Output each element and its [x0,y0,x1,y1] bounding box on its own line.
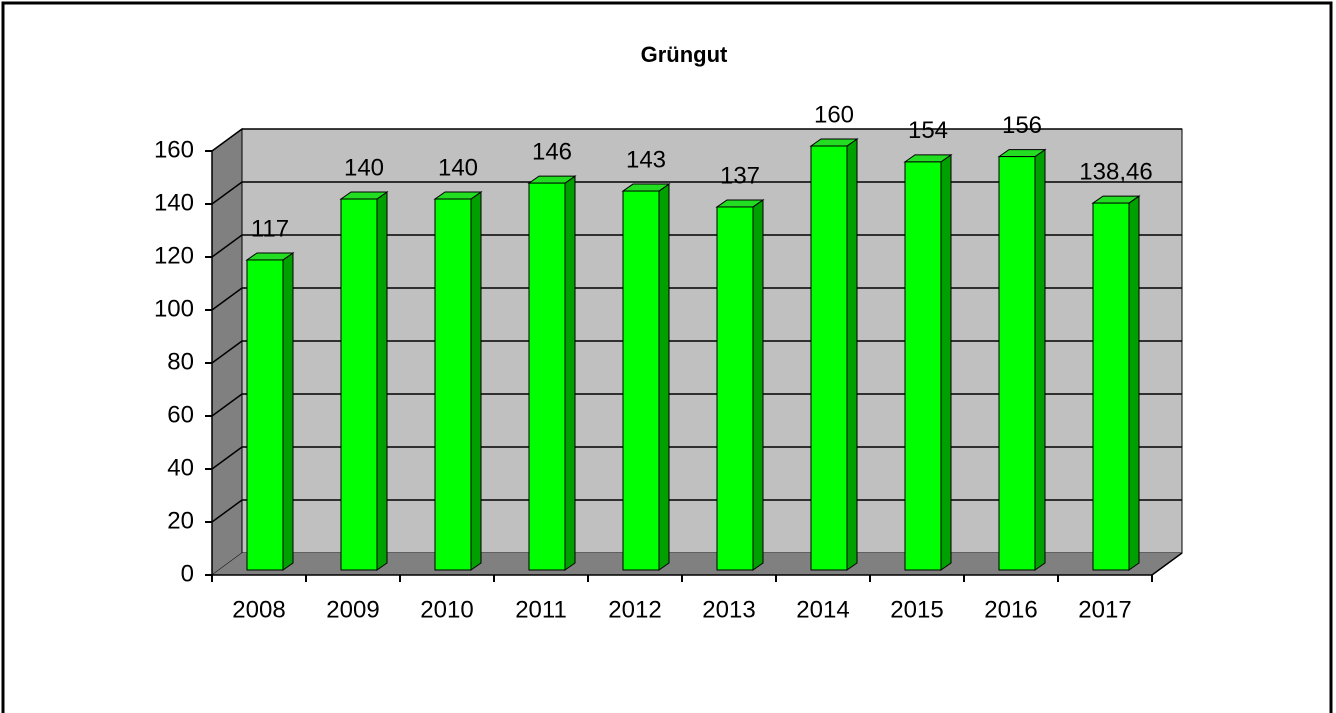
data-label: 117 [251,215,289,242]
x-tick-label: 2012 [608,596,661,623]
data-label: 137 [720,162,760,189]
y-tick-label: 0 [181,560,194,587]
bar-side [658,183,670,571]
bar-side [1128,195,1140,571]
data-label: 146 [532,138,572,165]
bar [434,198,472,571]
x-tick-label: 2009 [326,596,379,623]
data-label: 138,46 [1079,158,1152,185]
x-tick-label: 2010 [420,596,473,623]
grid-line [211,446,1182,470]
bar-side [752,198,764,571]
data-label: 140 [438,154,478,181]
bar [904,161,942,571]
grid-line [211,287,1182,311]
bar [998,156,1036,571]
x-tick-label: 2014 [796,596,849,623]
x-axis-depth [1151,552,1183,576]
bar-side [1034,148,1046,571]
data-label: 156 [1002,112,1042,139]
chart-title: Grüngut [641,42,728,67]
bar [622,190,660,571]
x-tick-label: 2011 [515,596,567,623]
x-tick-label: 2017 [1078,596,1131,623]
x-tick-label: 2008 [232,596,285,623]
x-tick-label: 2015 [890,596,943,623]
grid-line [211,181,1182,205]
bar-side [282,251,294,571]
bar-side [940,153,952,571]
x-tick-label: 2013 [702,596,755,623]
grid-line [211,340,1182,364]
bar [246,259,284,571]
bar-side [470,191,482,571]
bar [340,198,378,571]
grid-line [211,128,1182,152]
bar-side [564,175,576,571]
y-tick-label: 60 [167,401,194,428]
y-tick-label: 120 [154,242,194,269]
y-tick-label: 160 [154,136,194,163]
bar-side [846,138,858,571]
bar [810,145,848,571]
y-tick-label: 140 [154,189,194,216]
bar [716,206,754,571]
y-tick-label: 40 [167,454,194,481]
y-tick-label: 20 [167,507,194,534]
y-tick-label: 100 [154,295,194,322]
grid-line [211,234,1182,258]
y-tick-label: 80 [167,348,194,375]
bar-side [376,191,388,571]
data-label: 143 [626,146,666,173]
x-tick-label: 2016 [984,596,1037,623]
data-label: 160 [814,101,854,128]
grid-line [211,393,1182,417]
bar [1092,202,1130,571]
bar [528,182,566,571]
data-label: 154 [908,117,948,144]
data-label: 140 [344,154,384,181]
grid-line [211,499,1182,523]
